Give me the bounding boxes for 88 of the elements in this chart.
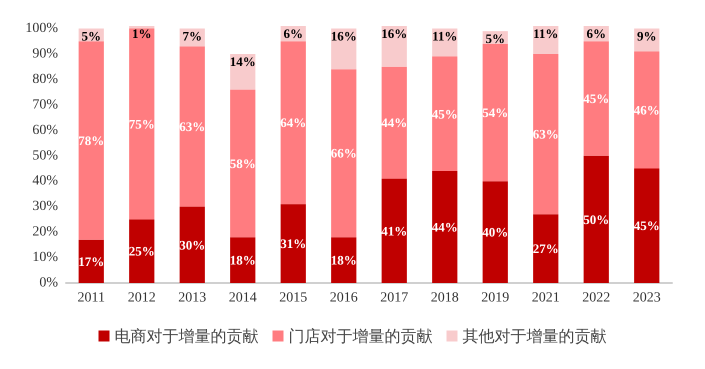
x-tick-label: 2023 <box>632 290 661 306</box>
bar <box>78 240 104 283</box>
data-label: 14% <box>230 54 256 69</box>
data-label: 5% <box>486 31 505 46</box>
legend-label: 电商对于增量的贡献 <box>114 326 258 346</box>
data-label: 17% <box>78 254 104 269</box>
x-tick-label: 2016 <box>330 290 358 306</box>
y-tick-label: 10% <box>32 250 58 266</box>
y-tick-label: 100% <box>25 21 58 36</box>
bar <box>78 41 104 240</box>
data-label: 11% <box>533 26 558 41</box>
bar <box>230 90 256 238</box>
y-tick-label: 80% <box>32 72 58 87</box>
data-label: 58% <box>230 156 256 171</box>
data-label: 27% <box>532 241 559 256</box>
data-label: 16% <box>330 28 357 44</box>
data-label: 44% <box>432 220 458 235</box>
data-label: 45% <box>583 91 610 106</box>
bar <box>382 178 407 283</box>
y-tick-label: 40% <box>32 174 58 189</box>
x-tick-label: 2019 <box>481 290 510 306</box>
bar <box>634 51 660 168</box>
x-tick-label: 2018 <box>430 290 459 306</box>
y-tick-label: 20% <box>32 224 58 240</box>
data-label: 64% <box>280 115 306 130</box>
data-label: 46% <box>634 102 660 118</box>
data-label: 31% <box>280 236 306 252</box>
legend-label: 门店对于增量的贡献 <box>288 326 432 346</box>
bar <box>432 56 458 172</box>
data-label: 63% <box>532 126 559 142</box>
data-label: 40% <box>482 224 508 240</box>
data-label: 66% <box>330 146 357 161</box>
bar <box>533 54 558 214</box>
bar <box>533 214 558 283</box>
data-label: 9% <box>637 28 656 44</box>
bar <box>331 28 356 70</box>
bar <box>280 41 306 204</box>
data-label: 41% <box>381 223 408 238</box>
data-label: 25% <box>128 244 155 259</box>
data-label: 16% <box>381 26 408 41</box>
x-tick-label: 2021 <box>532 290 560 306</box>
bar <box>432 171 458 283</box>
bar <box>382 66 407 179</box>
bar <box>129 26 154 29</box>
data-label: 18% <box>330 252 357 268</box>
data-label: 6% <box>586 26 606 41</box>
data-label: 54% <box>482 105 508 120</box>
bar <box>180 46 205 207</box>
x-tick-label: 2011 <box>78 290 105 306</box>
data-label: 45% <box>432 106 458 122</box>
x-tick-label: 2017 <box>380 290 408 306</box>
bar <box>482 181 508 283</box>
data-label: 6% <box>284 26 303 41</box>
data-label: 7% <box>182 28 202 44</box>
y-tick-label: 90% <box>32 46 58 62</box>
data-label: 45% <box>634 218 660 234</box>
bar <box>634 168 660 283</box>
x-tick-label: 2022 <box>582 290 610 306</box>
x-tick-label: 2013 <box>178 290 206 306</box>
bar <box>280 204 306 283</box>
data-label: 18% <box>230 252 256 268</box>
bar <box>230 237 256 283</box>
bar <box>584 156 609 283</box>
data-label: 11% <box>432 28 458 44</box>
data-label: 30% <box>179 237 206 252</box>
bar <box>129 28 154 220</box>
data-label: 5% <box>82 28 101 44</box>
y-tick-label: 30% <box>32 199 58 214</box>
data-label: 50% <box>583 212 610 227</box>
y-tick-label: 0% <box>39 276 58 290</box>
data-label: 44% <box>381 115 408 130</box>
data-label: 63% <box>179 119 206 134</box>
x-tick-label: 2012 <box>128 290 156 306</box>
bar <box>482 44 508 182</box>
bar <box>584 41 609 156</box>
data-label: 78% <box>78 133 104 148</box>
data-label: 75% <box>128 116 155 132</box>
y-tick-label: 70% <box>32 97 58 112</box>
bar <box>129 219 154 283</box>
x-tick-label: 2015 <box>279 290 308 306</box>
bar <box>331 69 356 238</box>
x-tick-label: 2014 <box>228 290 257 306</box>
bar <box>180 206 205 283</box>
y-tick-label: 60% <box>32 122 58 138</box>
bar <box>331 237 356 283</box>
y-tick-label: 50% <box>32 148 58 164</box>
data-label: 1% <box>132 26 152 41</box>
legend-label: 其他对于增量的贡献 <box>462 326 606 346</box>
